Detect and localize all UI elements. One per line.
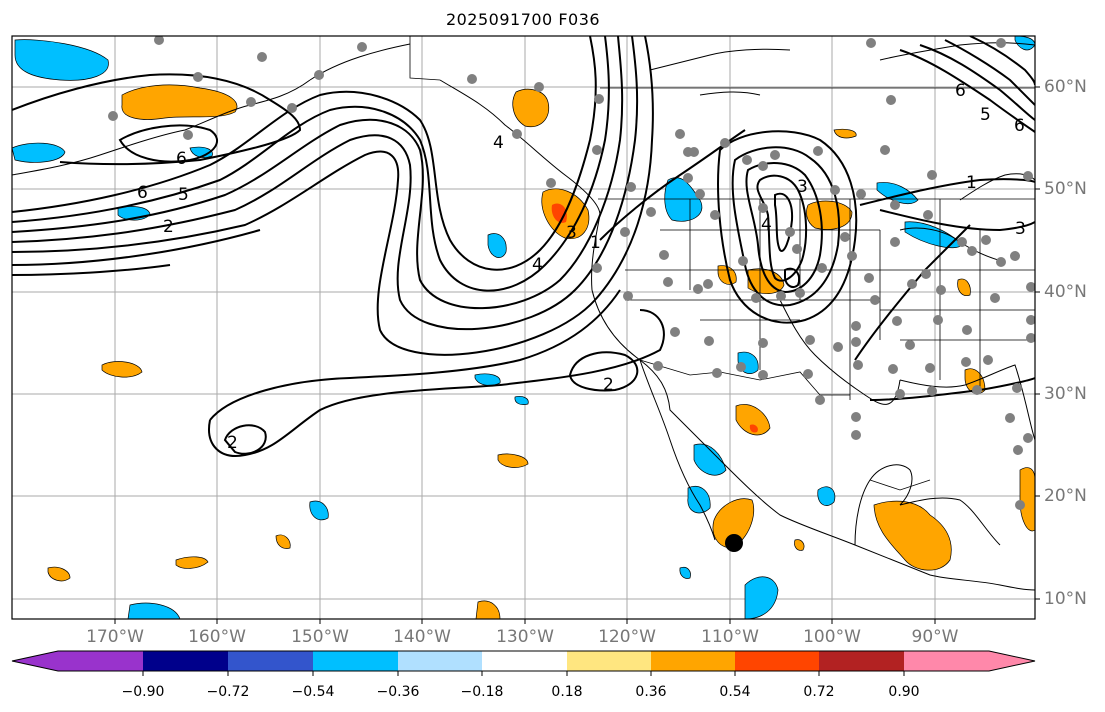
colorbar-tick-label: 0.72 [803, 684, 835, 700]
colorbar-extend-low [12, 651, 58, 671]
black-dot-station [725, 534, 743, 552]
negative-anomaly-regions [12, 36, 1035, 619]
lat-label: 20°N [1044, 486, 1087, 506]
lat-label: 50°N [1044, 179, 1087, 199]
contour-label: 6 [1014, 116, 1025, 136]
contour-label: 4 [493, 133, 504, 153]
contour-label: 6 [176, 149, 187, 169]
lon-label: 130°W [496, 627, 554, 647]
lat-label: 60°N [1044, 77, 1087, 97]
contour-label: 6 [137, 183, 148, 203]
map-title: 2025091700 F036 [445, 10, 601, 29]
contour-label: 5 [178, 185, 189, 205]
map-frame [11, 35, 1036, 620]
contour-label: 2 [227, 433, 238, 453]
positive-anomaly-regions [47, 84, 1035, 619]
contour-label: 5 [980, 105, 991, 125]
lat-label: 10°N [1044, 589, 1087, 609]
contour-label: 2 [163, 217, 174, 237]
lat-label: 40°N [1044, 282, 1087, 302]
contour-label: 6 [955, 81, 966, 101]
colorbar-tick-label: −0.72 [206, 684, 250, 700]
lon-label: 140°W [393, 627, 451, 647]
lon-label: 110°W [701, 627, 759, 647]
contour-label: 3 [1015, 219, 1026, 239]
contour-label: 3 [797, 177, 808, 197]
contour-label: 2 [603, 375, 614, 395]
station-dots [108, 36, 1035, 510]
lon-label: 170°W [86, 627, 144, 647]
lon-label: 150°W [291, 627, 349, 647]
colorbar-tick-label: −0.90 [121, 684, 165, 700]
colorbar-tick-label: 0.90 [888, 684, 920, 700]
lon-label: 90°W [911, 627, 959, 647]
colorbar-tick-label: 0.36 [635, 684, 667, 700]
colorbar-tick-label: −0.36 [376, 684, 420, 700]
contour-label: 1 [966, 173, 977, 193]
colorbar [11, 650, 1036, 676]
colorbar-tick-label: −0.18 [460, 684, 504, 700]
colorbar-tick-label: 0.54 [719, 684, 751, 700]
colorbar-extend-high [989, 651, 1035, 671]
colorbar-tick-label: 0.18 [551, 684, 583, 700]
contour-label: 1 [590, 233, 601, 253]
lon-label: 100°W [803, 627, 861, 647]
lat-label: 30°N [1044, 384, 1087, 404]
contour-labels: 6 5 2 6 4 1 2 2 6 4 3 4 1 5 6 3 3 [137, 81, 1026, 453]
lon-label: 120°W [598, 627, 656, 647]
contour-label: 4 [532, 255, 543, 275]
colorbar-tick-label: −0.54 [291, 684, 335, 700]
contour-label: 3 [566, 223, 577, 243]
lon-label: 160°W [188, 627, 246, 647]
contour-label: 4 [761, 215, 772, 235]
